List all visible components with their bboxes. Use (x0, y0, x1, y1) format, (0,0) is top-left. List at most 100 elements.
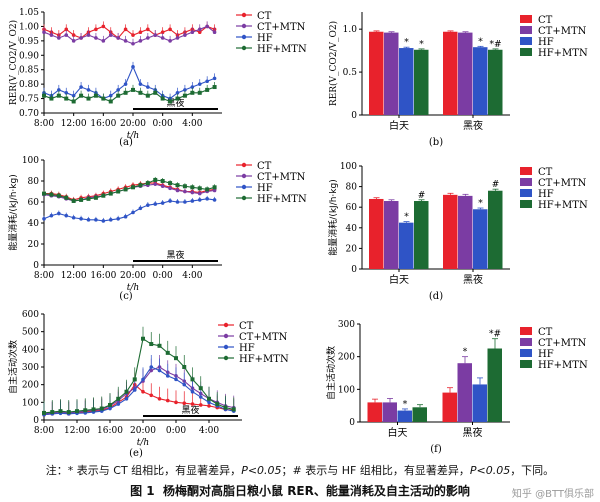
point-hf-mtn-7 (93, 93, 98, 98)
point-hf-mtn-4 (75, 409, 79, 414)
point-ct-mtn-18 (175, 36, 180, 40)
legend-swatch-ct-mtn (520, 26, 532, 34)
point-hf-6 (86, 88, 91, 92)
x-tick-label: 8:00 (34, 119, 54, 129)
significance-mark: * (463, 348, 468, 358)
category-label: 黑夜 (463, 119, 483, 132)
point-ct-mtn-17 (168, 186, 172, 191)
point-hf-21 (197, 198, 202, 202)
point-hf-11 (123, 214, 128, 219)
point-hf-9 (108, 218, 113, 222)
legend-marker-hf-mtn (241, 195, 247, 201)
point-hf-22 (205, 197, 209, 201)
point-hf-mtn-20 (190, 90, 195, 95)
y-axis-label: RER(V_CO2/V_O2) (328, 21, 339, 106)
legend-swatch-hf-mtn (520, 200, 532, 208)
bar-hf-1 (473, 47, 488, 115)
point-hf-mtn-19 (182, 93, 187, 98)
point-ct-mtn-1 (49, 33, 54, 37)
y-tick-label: 200 (338, 353, 355, 363)
significance-mark: * (404, 213, 409, 223)
point-ct-mtn-2 (57, 36, 61, 40)
point-hf-mtn-14 (145, 181, 150, 186)
bar-hf-1 (472, 384, 487, 422)
point-ct-mtn-0 (42, 30, 46, 34)
point-hf-23 (212, 198, 217, 202)
point-hf-mtn-3 (66, 410, 71, 415)
y-axis-label: 能量消耗/(kJ/h·kg) (327, 179, 339, 255)
legend-swatch-hf-mtn (520, 48, 532, 56)
point-hf-2 (57, 88, 61, 92)
point-ct-14 (146, 27, 150, 32)
point-ct-mtn-6 (86, 33, 91, 37)
legend-label-hf-mtn: HF+MTN (538, 360, 588, 371)
point-ct-mtn-4 (71, 39, 76, 43)
legend-marker-hf (241, 34, 247, 40)
point-hf-mtn-17 (168, 181, 173, 186)
point-hf-mtn-16 (160, 96, 165, 101)
legend-label-ct: CT (538, 15, 553, 26)
point-hf-mtn-6 (91, 407, 96, 412)
point-hf-mtn-11 (123, 187, 128, 192)
point-hf-5 (79, 85, 83, 89)
y-axis-label: 能量消耗/(kJ/h·kg) (7, 174, 19, 250)
point-hf-mtn-15 (165, 350, 170, 355)
x-axis-label: t/h (127, 131, 139, 141)
point-hf-13 (138, 206, 143, 211)
point-hf-5 (79, 217, 83, 221)
point-ct-7 (94, 27, 98, 32)
note-p-value-2: P<0.05 (469, 464, 511, 477)
legend-swatch-hf-mtn (520, 360, 532, 368)
point-ct-mtn-16 (160, 184, 165, 189)
point-hf-mtn-13 (149, 342, 154, 347)
y-tick-label: 0.70 (19, 109, 39, 119)
y-tick-label: 1.0 (343, 25, 358, 35)
legend-marker-ct (223, 322, 229, 328)
point-hf-8 (101, 219, 106, 223)
x-tick-label: 0:00 (153, 271, 173, 281)
x-tick-label: 20:00 (130, 426, 156, 436)
y-tick-label: 60 (28, 198, 40, 208)
point-hf-18 (175, 200, 180, 204)
x-tick-label: 16:00 (97, 426, 123, 436)
y-tick-label: 0.95 (19, 37, 39, 47)
point-ct-mtn-9 (108, 33, 113, 37)
point-hf-mtn-12 (131, 185, 135, 190)
y-tick-label: 600 (22, 310, 39, 320)
point-hf-19 (198, 395, 203, 399)
point-ct-3 (64, 27, 69, 32)
legend-label-hf-mtn: HF+MTN (239, 354, 289, 365)
point-ct-4 (71, 33, 76, 37)
legend-marker-hf-mtn (241, 45, 247, 51)
bar-ct-0 (367, 402, 382, 422)
y-axis-label: RER(V_CO2/V_O2) (8, 20, 19, 105)
point-ct-mtn-11 (123, 39, 128, 43)
point-hf-mtn-8 (101, 193, 106, 198)
legend-marker-ct-mtn (223, 333, 229, 339)
legend-marker-ct-mtn (241, 173, 247, 179)
point-hf-19 (183, 200, 187, 204)
point-ct-mtn-13 (138, 39, 143, 43)
x-tick-label: 4:00 (199, 426, 219, 436)
legend-label-ct: CT (239, 321, 254, 332)
bar-ct-mtn-0 (384, 32, 399, 115)
legend-marker-ct (241, 12, 247, 18)
significance-mark: * (478, 37, 483, 47)
significance-mark: * (419, 40, 424, 50)
point-ct-mtn-21 (197, 191, 202, 196)
point-hf-mtn-0 (42, 410, 46, 415)
point-hf-mtn-2 (58, 409, 63, 414)
point-ct-15 (165, 398, 170, 403)
point-hf-mtn-4 (71, 198, 76, 203)
point-hf-mtn-16 (160, 179, 165, 183)
point-hf-14 (157, 368, 162, 373)
significance-mark: *# (489, 330, 501, 340)
legend-marker-hf-mtn (223, 355, 229, 361)
significance-mark: # (418, 191, 426, 201)
y-tick-label: 100 (22, 156, 39, 166)
point-hf-mtn-0 (42, 93, 46, 98)
point-hf-mtn-11 (132, 377, 137, 382)
point-hf-mtn-7 (99, 406, 104, 411)
point-hf-mtn-20 (207, 396, 211, 401)
point-ct-14 (157, 397, 162, 401)
